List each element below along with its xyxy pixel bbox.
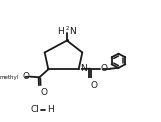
- Text: 2: 2: [66, 26, 69, 31]
- Text: methyl: methyl: [0, 75, 19, 80]
- Text: H: H: [47, 105, 54, 114]
- Text: H: H: [57, 27, 64, 36]
- Text: O: O: [101, 64, 108, 73]
- Text: N: N: [69, 27, 76, 36]
- Text: O: O: [91, 81, 98, 90]
- Text: Cl: Cl: [31, 105, 40, 114]
- Text: O: O: [23, 72, 29, 81]
- Text: N: N: [80, 64, 87, 73]
- Text: O: O: [40, 88, 47, 97]
